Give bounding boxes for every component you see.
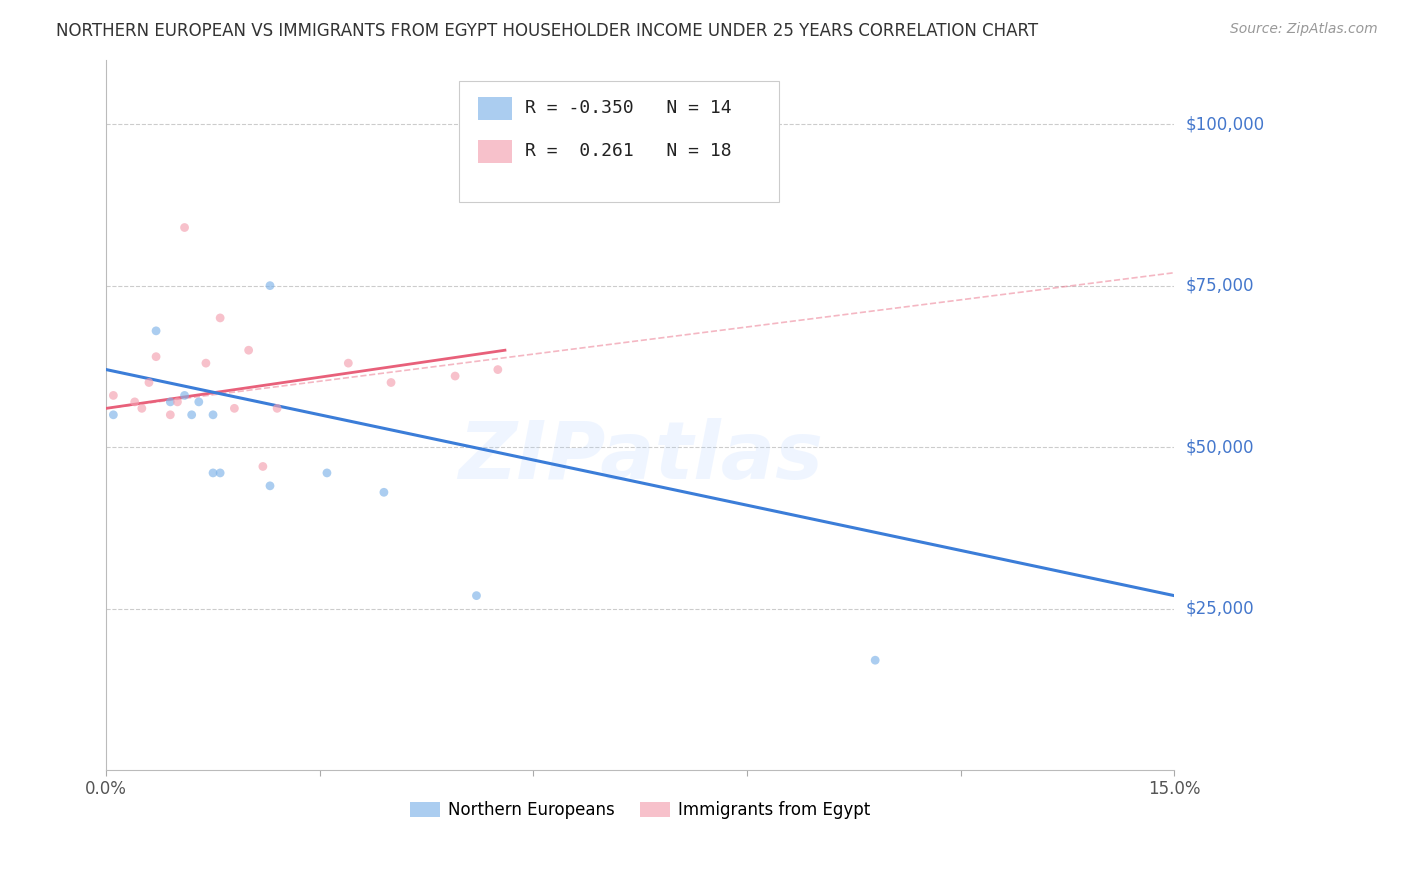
Point bbox=[145, 324, 167, 338]
FancyBboxPatch shape bbox=[478, 97, 512, 120]
Point bbox=[159, 395, 181, 409]
Point bbox=[103, 388, 125, 402]
Text: Source: ZipAtlas.com: Source: ZipAtlas.com bbox=[1230, 22, 1378, 37]
Text: NORTHERN EUROPEAN VS IMMIGRANTS FROM EGYPT HOUSEHOLDER INCOME UNDER 25 YEARS COR: NORTHERN EUROPEAN VS IMMIGRANTS FROM EGY… bbox=[56, 22, 1039, 40]
Text: R =  0.261   N = 18: R = 0.261 N = 18 bbox=[524, 142, 731, 160]
Point bbox=[316, 466, 339, 480]
Point bbox=[159, 408, 181, 422]
Point bbox=[373, 485, 395, 500]
Point bbox=[444, 369, 467, 384]
Point bbox=[380, 376, 402, 390]
Point bbox=[194, 356, 217, 370]
Point bbox=[337, 356, 360, 370]
Point bbox=[465, 589, 488, 603]
Point bbox=[180, 408, 202, 422]
Point bbox=[202, 408, 225, 422]
Text: ZIPatlas: ZIPatlas bbox=[458, 418, 823, 497]
Point bbox=[252, 459, 274, 474]
Text: $50,000: $50,000 bbox=[1185, 438, 1254, 456]
Point bbox=[863, 653, 886, 667]
Point bbox=[173, 388, 195, 402]
Point bbox=[138, 376, 160, 390]
Point bbox=[224, 401, 246, 416]
Text: $75,000: $75,000 bbox=[1185, 277, 1254, 294]
Point bbox=[238, 343, 260, 358]
Text: $25,000: $25,000 bbox=[1185, 599, 1254, 617]
Text: R = -0.350   N = 14: R = -0.350 N = 14 bbox=[524, 99, 731, 117]
FancyBboxPatch shape bbox=[458, 81, 779, 202]
Point bbox=[209, 466, 232, 480]
Point bbox=[124, 395, 146, 409]
Point bbox=[145, 350, 167, 364]
Point bbox=[173, 220, 195, 235]
Point bbox=[166, 395, 188, 409]
Point bbox=[187, 395, 209, 409]
Point bbox=[131, 401, 153, 416]
Point bbox=[259, 278, 281, 293]
Point bbox=[103, 408, 125, 422]
Point bbox=[259, 479, 281, 493]
Point bbox=[209, 310, 232, 325]
Point bbox=[266, 401, 288, 416]
FancyBboxPatch shape bbox=[478, 140, 512, 162]
Legend: Northern Europeans, Immigrants from Egypt: Northern Europeans, Immigrants from Egyp… bbox=[404, 794, 877, 826]
Text: $100,000: $100,000 bbox=[1185, 115, 1264, 133]
Point bbox=[486, 362, 509, 376]
Point bbox=[202, 466, 225, 480]
